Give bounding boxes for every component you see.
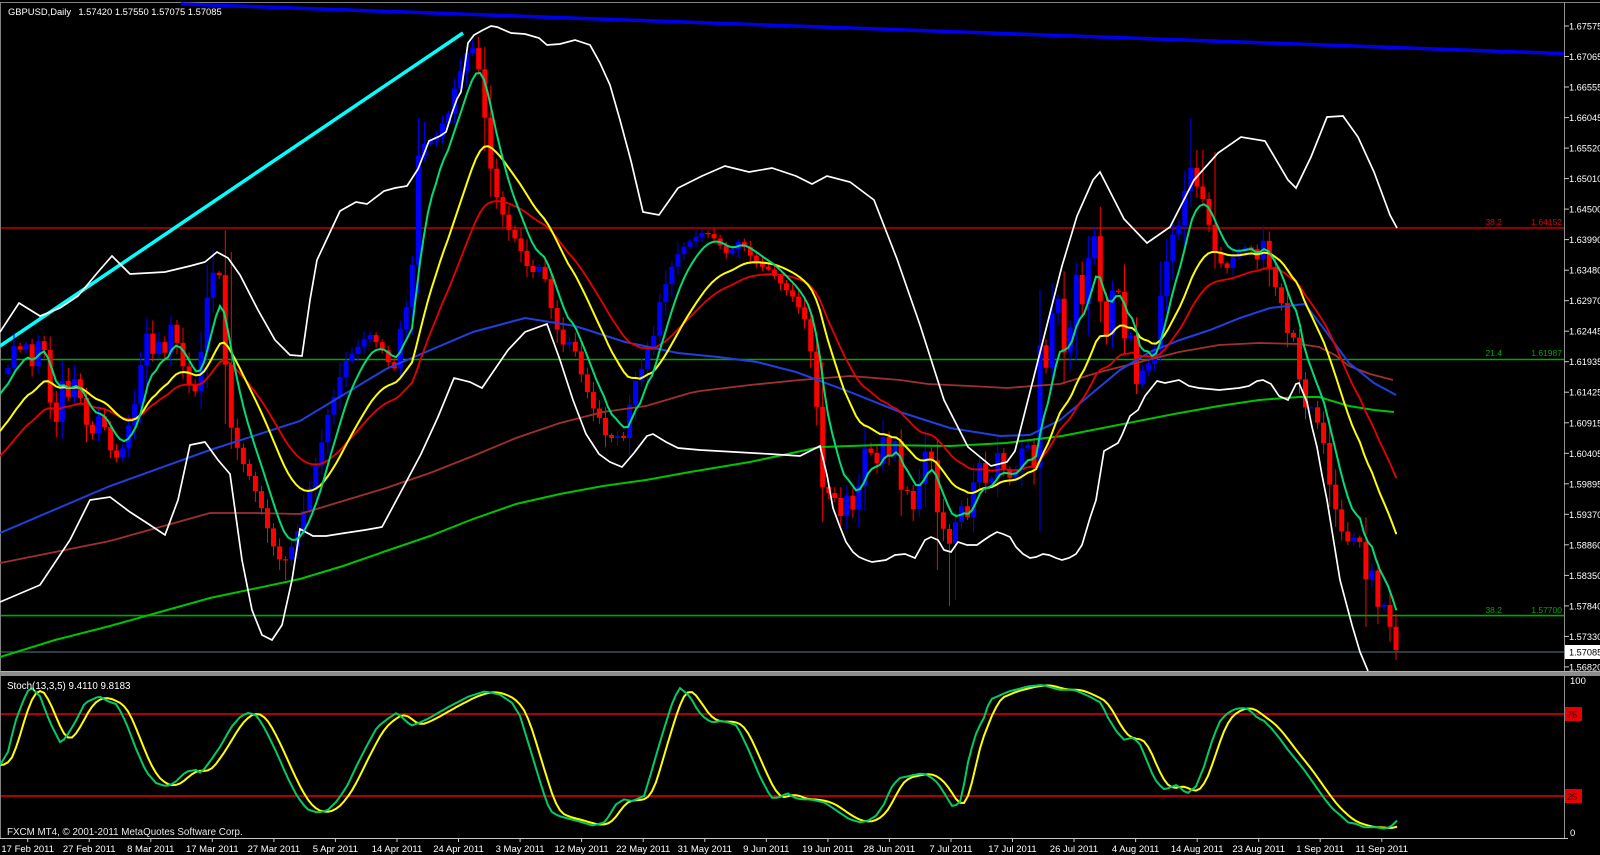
svg-text:19 Jun 2011: 19 Jun 2011 (802, 844, 854, 855)
svg-text:4 Aug 2011: 4 Aug 2011 (1112, 844, 1159, 855)
svg-text:17 Jul 2011: 17 Jul 2011 (988, 844, 1036, 855)
svg-text:8 Mar 2011: 8 Mar 2011 (127, 844, 174, 855)
svg-text:1.67065: 1.67065 (1569, 52, 1600, 62)
svg-text:5 Apr 2011: 5 Apr 2011 (313, 844, 358, 855)
svg-text:1.63990: 1.63990 (1569, 235, 1600, 245)
svg-text:27 Mar 2011: 27 Mar 2011 (248, 844, 301, 855)
svg-text:0: 0 (1570, 828, 1575, 839)
svg-text:Stoch(13,3,5) 9.4110 9.8183: Stoch(13,3,5) 9.4110 9.8183 (7, 681, 131, 692)
svg-text:1.61987: 1.61987 (1531, 348, 1562, 358)
svg-text:14 Apr 2011: 14 Apr 2011 (372, 844, 423, 855)
svg-text:23 Aug 2011: 23 Aug 2011 (1232, 844, 1285, 855)
svg-text:22 May 2011: 22 May 2011 (616, 844, 670, 855)
svg-text:1.60405: 1.60405 (1569, 449, 1600, 459)
svg-text:27 Feb 2011: 27 Feb 2011 (63, 844, 116, 855)
svg-text:11 Sep 2011: 11 Sep 2011 (1356, 844, 1408, 855)
svg-text:1.61935: 1.61935 (1569, 357, 1600, 367)
svg-text:1.64152: 1.64152 (1531, 217, 1562, 227)
svg-text:100: 100 (1570, 676, 1586, 687)
svg-text:1.65010: 1.65010 (1569, 174, 1600, 184)
svg-text:1.57840: 1.57840 (1569, 601, 1600, 611)
svg-text:1.66555: 1.66555 (1569, 83, 1600, 93)
svg-text:28 Jun 2011: 28 Jun 2011 (864, 844, 916, 855)
svg-text:1.57700: 1.57700 (1531, 605, 1562, 615)
svg-text:17 Feb 2011: 17 Feb 2011 (1, 844, 54, 855)
svg-text:1.57330: 1.57330 (1569, 632, 1600, 642)
svg-text:38.2: 38.2 (1485, 217, 1502, 227)
svg-text:1.63480: 1.63480 (1569, 266, 1600, 276)
svg-text:FXCM MT4, © 2001-2011 MetaQuot: FXCM MT4, © 2001-2011 MetaQuotes Softwar… (7, 827, 243, 838)
svg-text:1.62445: 1.62445 (1569, 327, 1600, 337)
svg-text:1.65520: 1.65520 (1569, 144, 1600, 154)
svg-text:1.61425: 1.61425 (1569, 388, 1600, 398)
svg-text:1.58350: 1.58350 (1569, 571, 1600, 581)
svg-text:1.56820: 1.56820 (1569, 662, 1600, 672)
svg-text:25: 25 (1567, 792, 1577, 802)
svg-text:1.64500: 1.64500 (1569, 205, 1600, 215)
svg-text:1.67575: 1.67575 (1569, 22, 1600, 32)
svg-text:31 May 2011: 31 May 2011 (678, 844, 732, 855)
svg-text:7 Jul 2011: 7 Jul 2011 (929, 844, 972, 855)
svg-text:1.59370: 1.59370 (1569, 510, 1600, 520)
svg-text:21.4: 21.4 (1485, 348, 1502, 358)
svg-text:1.57085: 1.57085 (1569, 648, 1600, 658)
svg-text:14 Aug 2011: 14 Aug 2011 (1171, 844, 1224, 855)
svg-text:3 May 2011: 3 May 2011 (496, 844, 545, 855)
svg-text:24 Apr 2011: 24 Apr 2011 (433, 844, 484, 855)
svg-text:26 Jul 2011: 26 Jul 2011 (1050, 844, 1098, 855)
svg-text:GBPUSD,Daily 1.57420 1.57550: GBPUSD,Daily 1.57420 1.57550 1.57075 1.5… (8, 6, 222, 17)
svg-text:1.58860: 1.58860 (1569, 540, 1600, 550)
svg-text:1.59895: 1.59895 (1569, 479, 1600, 489)
svg-text:1.66045: 1.66045 (1569, 113, 1600, 123)
svg-text:9 Jun 2011: 9 Jun 2011 (743, 844, 789, 855)
svg-text:12 May 2011: 12 May 2011 (554, 844, 608, 855)
svg-text:1 Sep 2011: 1 Sep 2011 (1296, 844, 1344, 855)
svg-text:1.62970: 1.62970 (1569, 296, 1600, 306)
svg-text:38.2: 38.2 (1485, 605, 1502, 615)
svg-text:1.60915: 1.60915 (1569, 418, 1600, 428)
svg-text:17 Mar 2011: 17 Mar 2011 (186, 844, 239, 855)
svg-text:75: 75 (1567, 710, 1577, 720)
